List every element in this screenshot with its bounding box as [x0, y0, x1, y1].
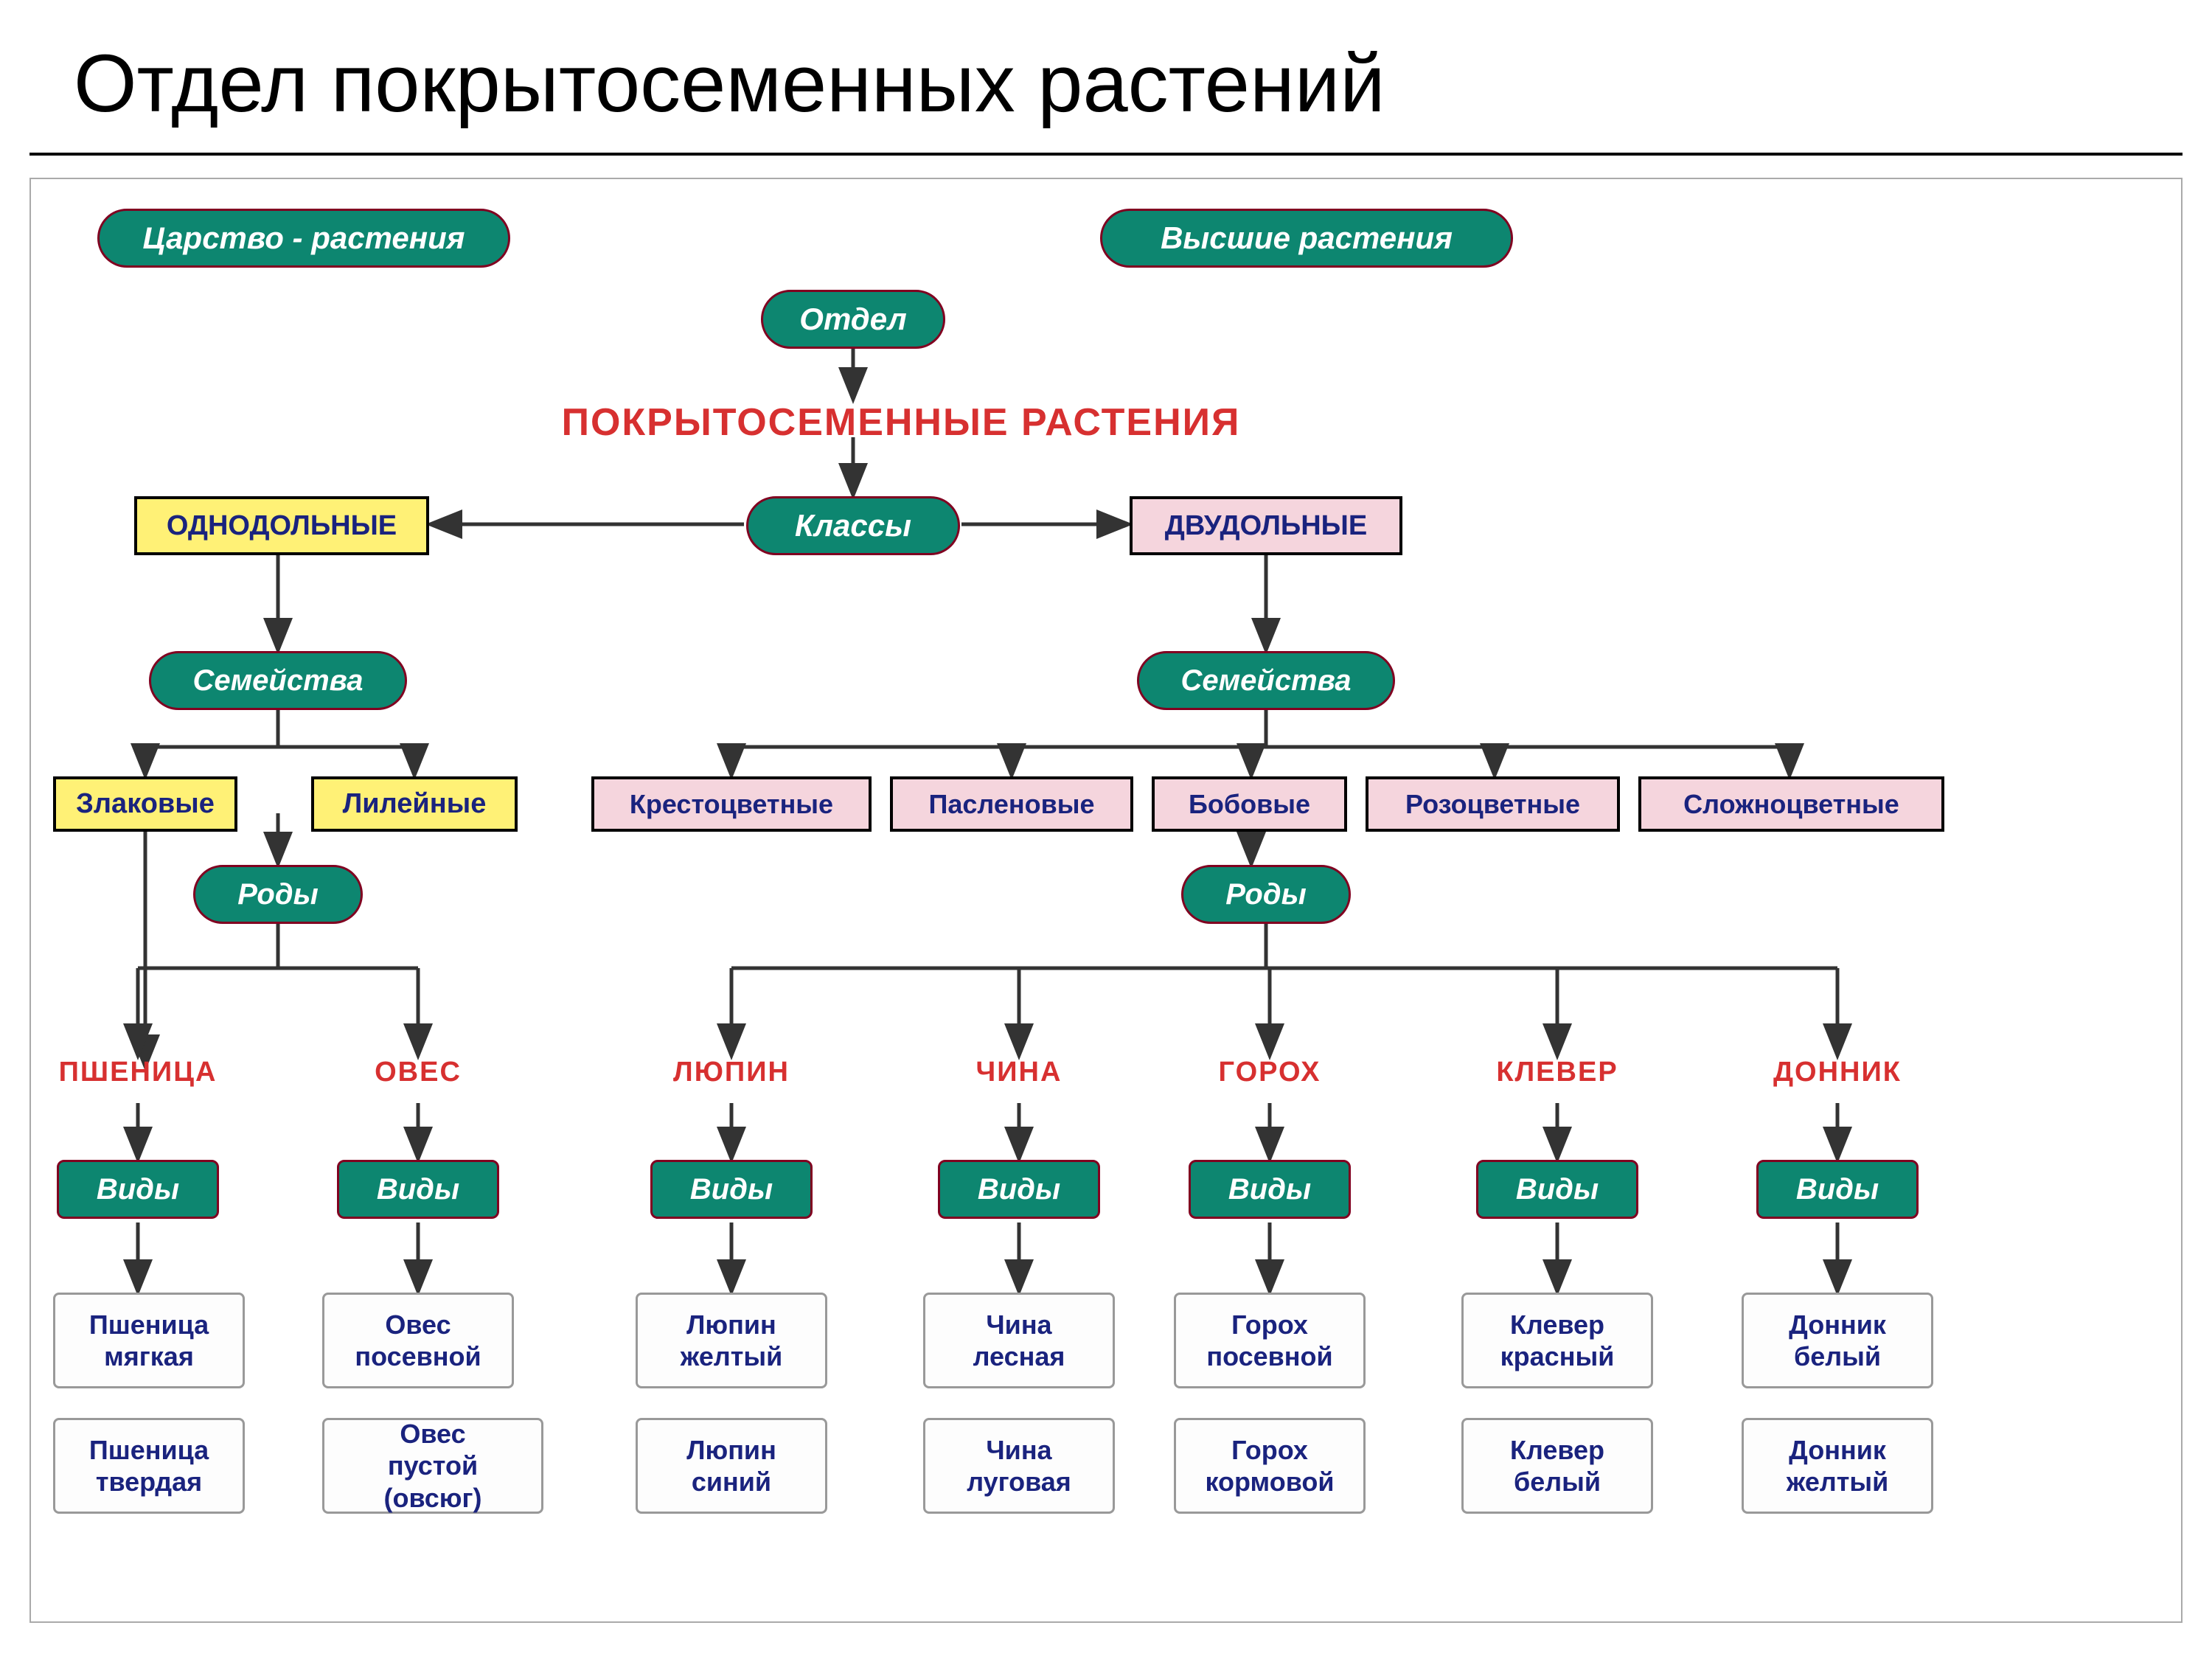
di-class-box: ДВУДОЛЬНЫЕ	[1130, 496, 1402, 555]
species-box: Чиналуговая	[923, 1418, 1115, 1514]
genus-label: ГОРОХ	[1211, 1057, 1329, 1088]
species-box: Люпинжелтый	[636, 1293, 827, 1388]
family-box: Бобовые	[1152, 776, 1347, 832]
species-box: Пшеницатвердая	[53, 1418, 245, 1514]
family-box: Розоцветные	[1366, 776, 1620, 832]
main-red-label: ПОКРЫТОСЕМЕННЫЕ РАСТЕНИЯ	[422, 400, 1380, 445]
otdel-pill: Отдел	[761, 290, 945, 349]
genus-label: КЛЕВЕР	[1491, 1057, 1624, 1088]
family-box: Крестоцветные	[591, 776, 872, 832]
genera-right-pill: Роды	[1181, 865, 1351, 924]
species-pill: Виды	[337, 1160, 499, 1219]
species-box: Горохпосевной	[1174, 1293, 1366, 1388]
higher-plants-pill: Высшие растения	[1100, 209, 1513, 268]
genus-label: ДОННИК	[1767, 1057, 1907, 1088]
families-right-pill: Семейства	[1137, 651, 1395, 710]
family-box: Пасленовые	[890, 776, 1133, 832]
genus-label: ЧИНА	[964, 1057, 1074, 1088]
species-box: Клеверкрасный	[1461, 1293, 1653, 1388]
species-pill: Виды	[1189, 1160, 1351, 1219]
species-box: Горохкормовой	[1174, 1418, 1366, 1514]
species-pill: Виды	[650, 1160, 813, 1219]
genus-label: ОВЕС	[359, 1057, 477, 1088]
species-box: Донникбелый	[1742, 1293, 1933, 1388]
genera-left-pill: Роды	[193, 865, 363, 924]
species-box: Овеспустой(овсюг)	[322, 1418, 543, 1514]
species-pill: Виды	[1476, 1160, 1638, 1219]
species-pill: Виды	[938, 1160, 1100, 1219]
page-title: Отдел покрытосеменных растений	[29, 15, 2183, 156]
species-box: Пшеницамягкая	[53, 1293, 245, 1388]
family-box: Лилейные	[311, 776, 518, 832]
species-pill: Виды	[1756, 1160, 1919, 1219]
species-box: Чиналесная	[923, 1293, 1115, 1388]
genus-label: ПШЕНИЦА	[49, 1057, 226, 1088]
mono-class-box: ОДНОДОЛЬНЫЕ	[134, 496, 429, 555]
family-box: Сложноцветные	[1638, 776, 1944, 832]
species-box: Донникжелтый	[1742, 1418, 1933, 1514]
diagram-container: Царство - растения Высшие растения Отдел…	[29, 178, 2183, 1623]
classes-pill: Классы	[746, 496, 960, 555]
families-left-pill: Семейства	[149, 651, 407, 710]
species-box: Овеспосевной	[322, 1293, 514, 1388]
family-box: Злаковые	[53, 776, 237, 832]
species-box: Клевербелый	[1461, 1418, 1653, 1514]
species-box: Люпинсиний	[636, 1418, 827, 1514]
genus-label: ЛЮПИН	[665, 1057, 798, 1088]
species-pill: Виды	[57, 1160, 219, 1219]
kingdom-pill: Царство - растения	[97, 209, 510, 268]
